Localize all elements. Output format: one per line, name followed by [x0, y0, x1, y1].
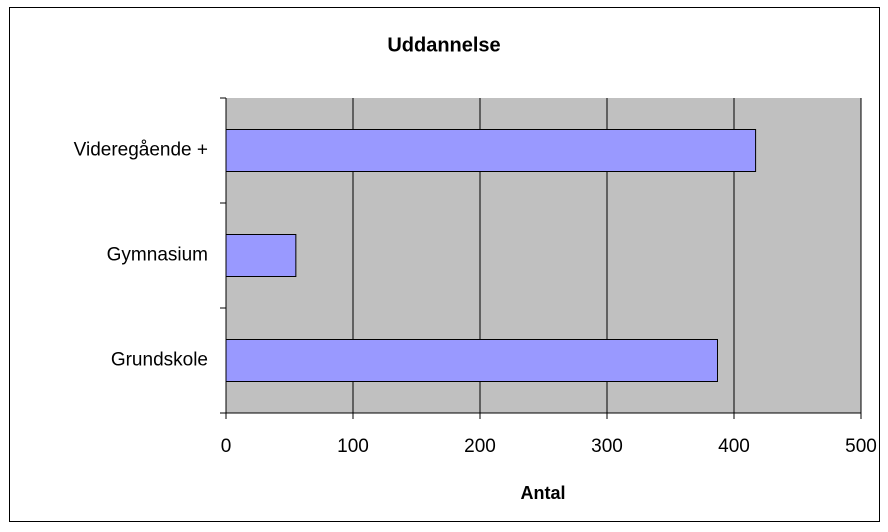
x-tick-label: 500 [845, 436, 877, 457]
x-tick-label: 0 [221, 436, 232, 457]
y-tick-label: Videregående + [74, 140, 208, 161]
x-axis-label: Antal [521, 483, 566, 503]
x-tick-label: 400 [718, 436, 750, 457]
bar [225, 234, 297, 277]
bar [225, 339, 718, 382]
chart-title: Uddannelse [387, 34, 500, 56]
bar [225, 129, 757, 172]
x-tick-label: 100 [337, 436, 369, 457]
x-tick-label: 200 [464, 436, 496, 457]
x-tick-label: 300 [591, 436, 623, 457]
y-tick-label: Grundskole [111, 350, 208, 371]
y-tick-label: Gymnasium [107, 245, 208, 266]
